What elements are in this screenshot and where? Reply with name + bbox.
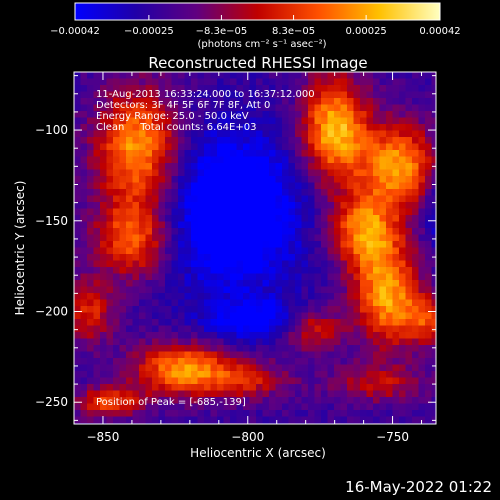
colorbar-tick-label: 0.00042 [419,26,460,37]
y-axis-label: Heliocentric Y (arcsec) [13,181,27,316]
energy-range-annotation: Energy Range: 25.0 - 50.0 keV [96,111,249,122]
chart-title: Reconstructed RHESSI Image [148,54,367,72]
timestamp: 16-May-2022 01:22 [345,478,492,496]
colorbar-tick-label: −8.3e−05 [196,26,248,37]
colorbar-tick-label: −0.00042 [50,26,100,37]
colorbar-tick-label: 8.3e−05 [272,26,315,37]
colorbar-ticks: −0.00042 −0.00025 −8.3e−05 8.3e−05 0.00025 0.… [50,15,461,37]
axis-ticks: −850−800−750−700−250−200−150−100 [35,72,436,444]
detectors-annotation: Detectors: 3F 4F 5F 6F 7F 8F, Att 0 [96,100,271,111]
colorbar-tick-label: −0.00025 [124,26,174,37]
y-tick-label: −200 [35,305,68,319]
x-tick-label: −800 [231,430,264,444]
colorbar-tick-label: 0.00025 [345,26,386,37]
plot-frame [73,71,437,425]
peak-position-annotation: Position of Peak = [-685,-139] [96,397,246,408]
clean-counts-annotation: Clean Total counts: 6.64E+03 [96,122,257,133]
y-tick-label: −250 [35,395,68,409]
y-tick-label: −150 [35,214,68,228]
colorbar-unit-label: (photons cm⁻² s⁻¹ asec⁻²) [197,39,326,50]
x-tick-label: −750 [376,430,409,444]
y-tick-label: −100 [35,123,68,137]
x-tick-label: −850 [86,430,119,444]
x-axis-label: Heliocentric X (arcsec) [190,446,326,460]
colorbar [74,2,441,21]
time-range-annotation: 11-Aug-2013 16:33:24.000 to 16:37:12.000 [96,89,315,100]
